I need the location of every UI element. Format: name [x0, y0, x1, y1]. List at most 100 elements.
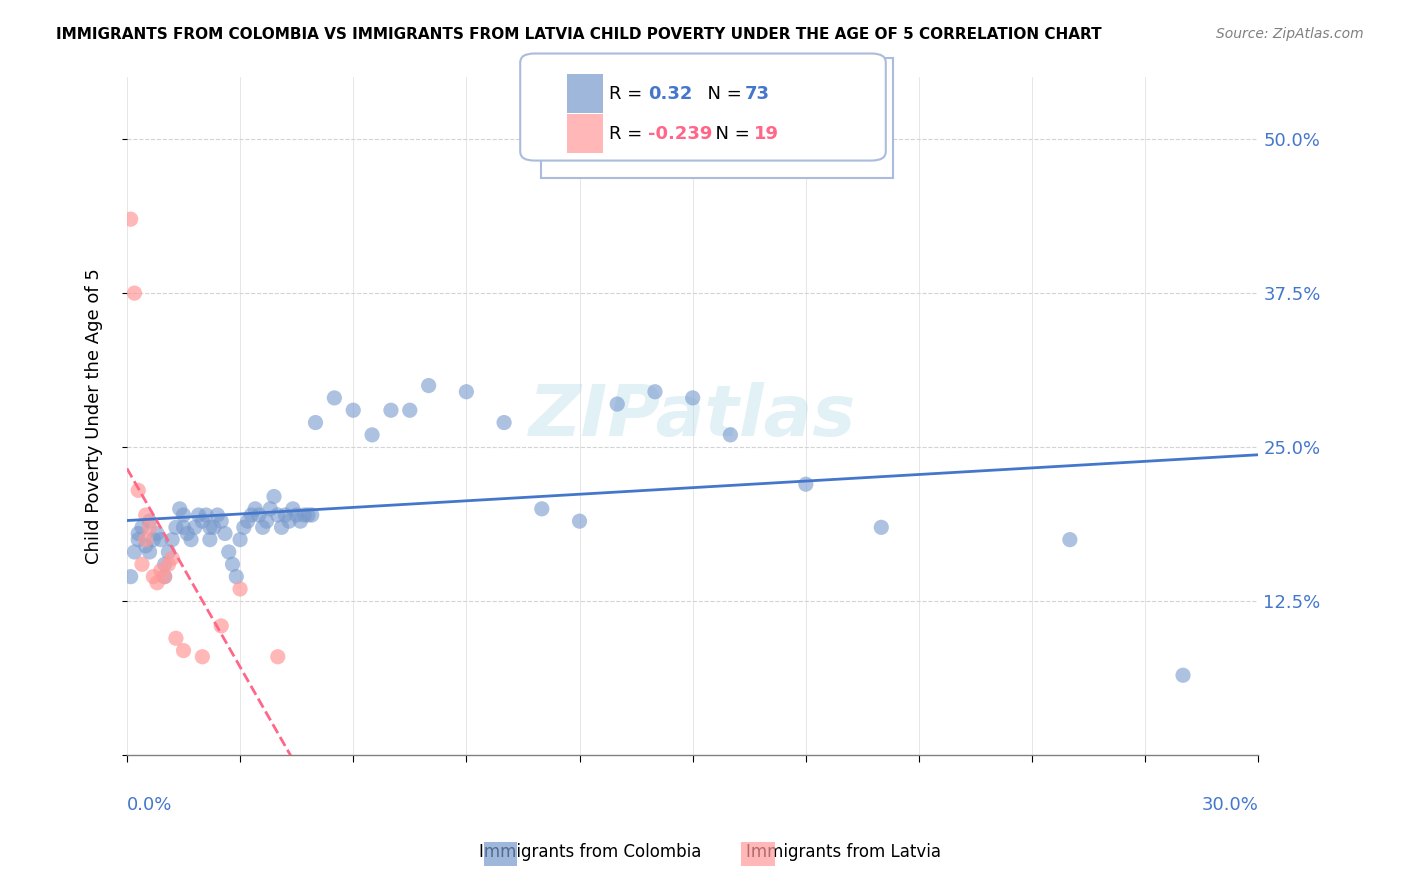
Point	[209, 514, 232, 528]
Point	[718, 428, 741, 442]
Point	[176, 526, 198, 541]
Point	[342, 403, 364, 417]
Point	[218, 545, 240, 559]
Point	[418, 378, 440, 392]
Point	[398, 403, 420, 417]
Point	[236, 514, 259, 528]
Point	[292, 508, 315, 522]
Text: -0.239: -0.239	[648, 125, 713, 143]
Point	[1059, 533, 1081, 547]
Point	[149, 564, 172, 578]
Point	[304, 416, 326, 430]
Point	[202, 520, 225, 534]
Text: Immigrants from Latvia: Immigrants from Latvia	[747, 843, 941, 861]
Point	[229, 533, 252, 547]
Point	[160, 551, 183, 566]
Point	[229, 582, 252, 596]
Point	[127, 483, 149, 498]
Point	[198, 520, 221, 534]
Text: Immigrants from Colombia: Immigrants from Colombia	[479, 843, 702, 861]
Text: R =: R =	[609, 85, 648, 103]
Point	[120, 569, 142, 583]
Text: N =: N =	[704, 125, 756, 143]
Text: 30.0%: 30.0%	[1202, 796, 1258, 814]
Text: 19: 19	[754, 125, 779, 143]
Point	[173, 508, 195, 522]
Point	[568, 514, 591, 528]
Text: 0.0%: 0.0%	[127, 796, 173, 814]
Point	[157, 545, 180, 559]
Point	[184, 520, 207, 534]
Point	[191, 649, 214, 664]
Point	[243, 501, 266, 516]
Point	[160, 533, 183, 547]
Point	[131, 558, 153, 572]
Point	[157, 558, 180, 572]
Point	[221, 558, 243, 572]
Point	[173, 643, 195, 657]
Point	[146, 575, 169, 590]
Point	[870, 520, 893, 534]
Point	[124, 286, 146, 301]
Point	[606, 397, 628, 411]
Point	[142, 533, 165, 547]
Point	[247, 508, 270, 522]
Text: 73: 73	[745, 85, 770, 103]
Text: 0.32: 0.32	[648, 85, 693, 103]
Text: IMMIGRANTS FROM COLOMBIA VS IMMIGRANTS FROM LATVIA CHILD POVERTY UNDER THE AGE O: IMMIGRANTS FROM COLOMBIA VS IMMIGRANTS F…	[56, 27, 1102, 42]
Point	[214, 526, 236, 541]
Point	[252, 520, 274, 534]
Point	[207, 508, 229, 522]
Point	[191, 514, 214, 528]
Point	[135, 533, 157, 547]
Point	[297, 508, 319, 522]
Point	[494, 416, 516, 430]
Point	[153, 558, 176, 572]
Point	[138, 545, 160, 559]
Point	[278, 514, 301, 528]
Point	[456, 384, 478, 399]
Point	[138, 514, 160, 528]
Point	[142, 569, 165, 583]
Point	[124, 545, 146, 559]
Point	[225, 569, 247, 583]
Point	[153, 569, 176, 583]
Point	[153, 569, 176, 583]
Point	[131, 520, 153, 534]
Point	[270, 520, 292, 534]
Point	[135, 539, 157, 553]
Point	[290, 514, 312, 528]
Point	[323, 391, 346, 405]
Point	[127, 533, 149, 547]
Point	[209, 619, 232, 633]
Point	[274, 508, 297, 522]
Text: N =: N =	[696, 85, 748, 103]
Point	[165, 632, 187, 646]
Point	[644, 384, 666, 399]
Point	[173, 520, 195, 534]
Point	[259, 501, 281, 516]
Text: ZIPatlas: ZIPatlas	[529, 382, 856, 450]
Point	[232, 520, 254, 534]
Point	[256, 514, 278, 528]
Y-axis label: Child Poverty Under the Age of 5: Child Poverty Under the Age of 5	[86, 268, 103, 565]
Point	[169, 501, 191, 516]
Point	[301, 508, 323, 522]
Point	[240, 508, 263, 522]
Text: R =: R =	[609, 125, 648, 143]
Point	[198, 533, 221, 547]
Point	[1171, 668, 1194, 682]
Point	[267, 649, 290, 664]
Point	[794, 477, 817, 491]
Point	[380, 403, 402, 417]
Point	[135, 508, 157, 522]
Point	[138, 520, 160, 534]
Point	[149, 533, 172, 547]
Point	[180, 533, 202, 547]
Point	[530, 501, 553, 516]
Point	[263, 490, 285, 504]
Point	[267, 508, 290, 522]
Point	[187, 508, 209, 522]
Point	[127, 526, 149, 541]
Text: Source: ZipAtlas.com: Source: ZipAtlas.com	[1216, 27, 1364, 41]
